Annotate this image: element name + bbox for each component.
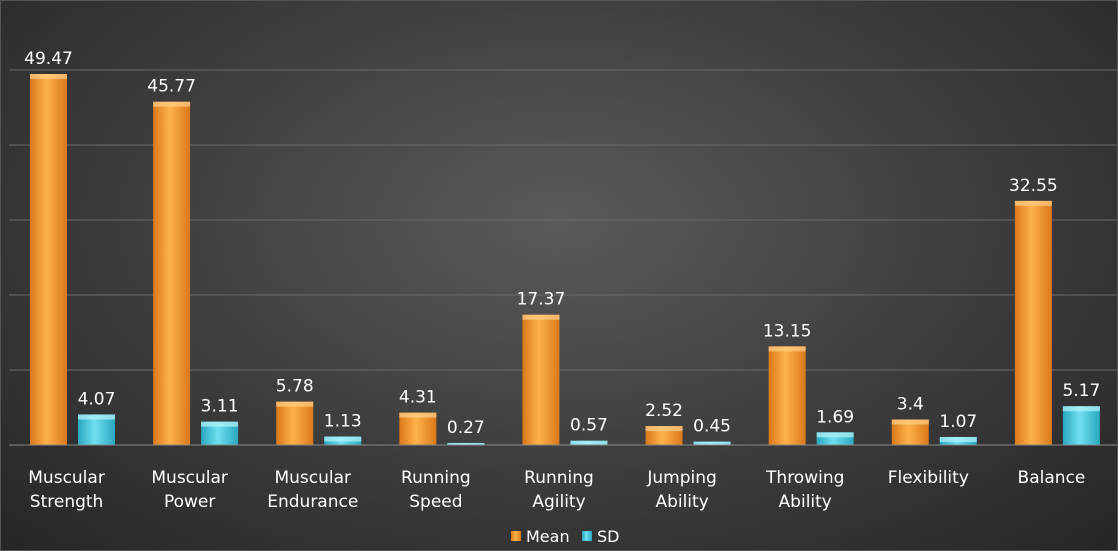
data-label: 0.45 xyxy=(693,417,731,437)
bar-cap xyxy=(891,419,929,425)
data-label: 0.27 xyxy=(447,418,485,438)
data-label: 32.55 xyxy=(1009,176,1058,196)
bar-cap xyxy=(768,346,806,352)
data-label: 45.77 xyxy=(147,77,196,97)
data-label: 5.17 xyxy=(1062,381,1100,401)
bar-cap xyxy=(816,432,854,438)
bar-cap xyxy=(939,436,977,442)
category-label: Muscular Strength xyxy=(28,468,105,512)
data-label: 1.07 xyxy=(939,412,977,432)
bar-sd xyxy=(201,421,239,445)
bar-cap xyxy=(276,401,314,407)
data-label: 2.52 xyxy=(645,401,683,421)
bar-sd xyxy=(1062,406,1100,445)
bar-cap xyxy=(324,436,362,442)
category-label: Muscular Endurance xyxy=(267,468,358,512)
data-label: 1.69 xyxy=(816,407,854,427)
bar-mean xyxy=(399,412,437,445)
bar-cap xyxy=(447,442,485,445)
data-label: 49.47 xyxy=(24,49,73,69)
legend: Mean SD xyxy=(511,527,619,546)
bar-mean xyxy=(522,314,560,445)
data-label: 1.13 xyxy=(324,412,362,432)
bar-cap xyxy=(1062,406,1100,412)
bar-cap xyxy=(30,73,67,79)
bar-mean xyxy=(768,346,806,445)
bar-cap xyxy=(522,314,560,320)
bar-mean xyxy=(1014,200,1052,445)
category-label: Running Agility xyxy=(524,468,594,512)
category-label: Muscular Power xyxy=(151,468,228,512)
data-label: 17.37 xyxy=(517,290,566,310)
data-label: 13.15 xyxy=(763,321,812,341)
data-label: 3.4 xyxy=(897,395,924,415)
bar-cap xyxy=(570,440,608,445)
data-label: 0.57 xyxy=(570,416,608,436)
data-label: 5.78 xyxy=(276,377,314,397)
bar-sd xyxy=(78,414,115,445)
category-label: Flexibility xyxy=(888,468,969,488)
legend-swatch-sd xyxy=(582,531,592,541)
data-label: 4.07 xyxy=(78,389,116,409)
bar-cap xyxy=(1014,200,1052,206)
bar-cap xyxy=(693,441,731,445)
bar-cap xyxy=(153,101,191,107)
category-label: Balance xyxy=(1018,468,1086,488)
bar-mean xyxy=(276,401,314,445)
legend-label-sd: SD xyxy=(597,527,619,546)
data-label: 4.31 xyxy=(399,388,437,408)
bar-cap xyxy=(645,426,683,432)
bar-cap xyxy=(78,414,115,420)
category-label: Throwing Ability xyxy=(765,468,844,512)
bar-cap xyxy=(201,421,239,427)
category-label: Jumping Ability xyxy=(646,468,716,512)
category-label: Running Speed xyxy=(401,468,471,512)
data-label: 3.11 xyxy=(201,397,239,417)
bar-cap xyxy=(399,412,437,418)
bar-mean xyxy=(30,73,67,445)
legend-swatch-mean xyxy=(511,531,521,541)
legend-label-mean: Mean xyxy=(526,527,570,546)
bar-mean xyxy=(153,101,191,445)
